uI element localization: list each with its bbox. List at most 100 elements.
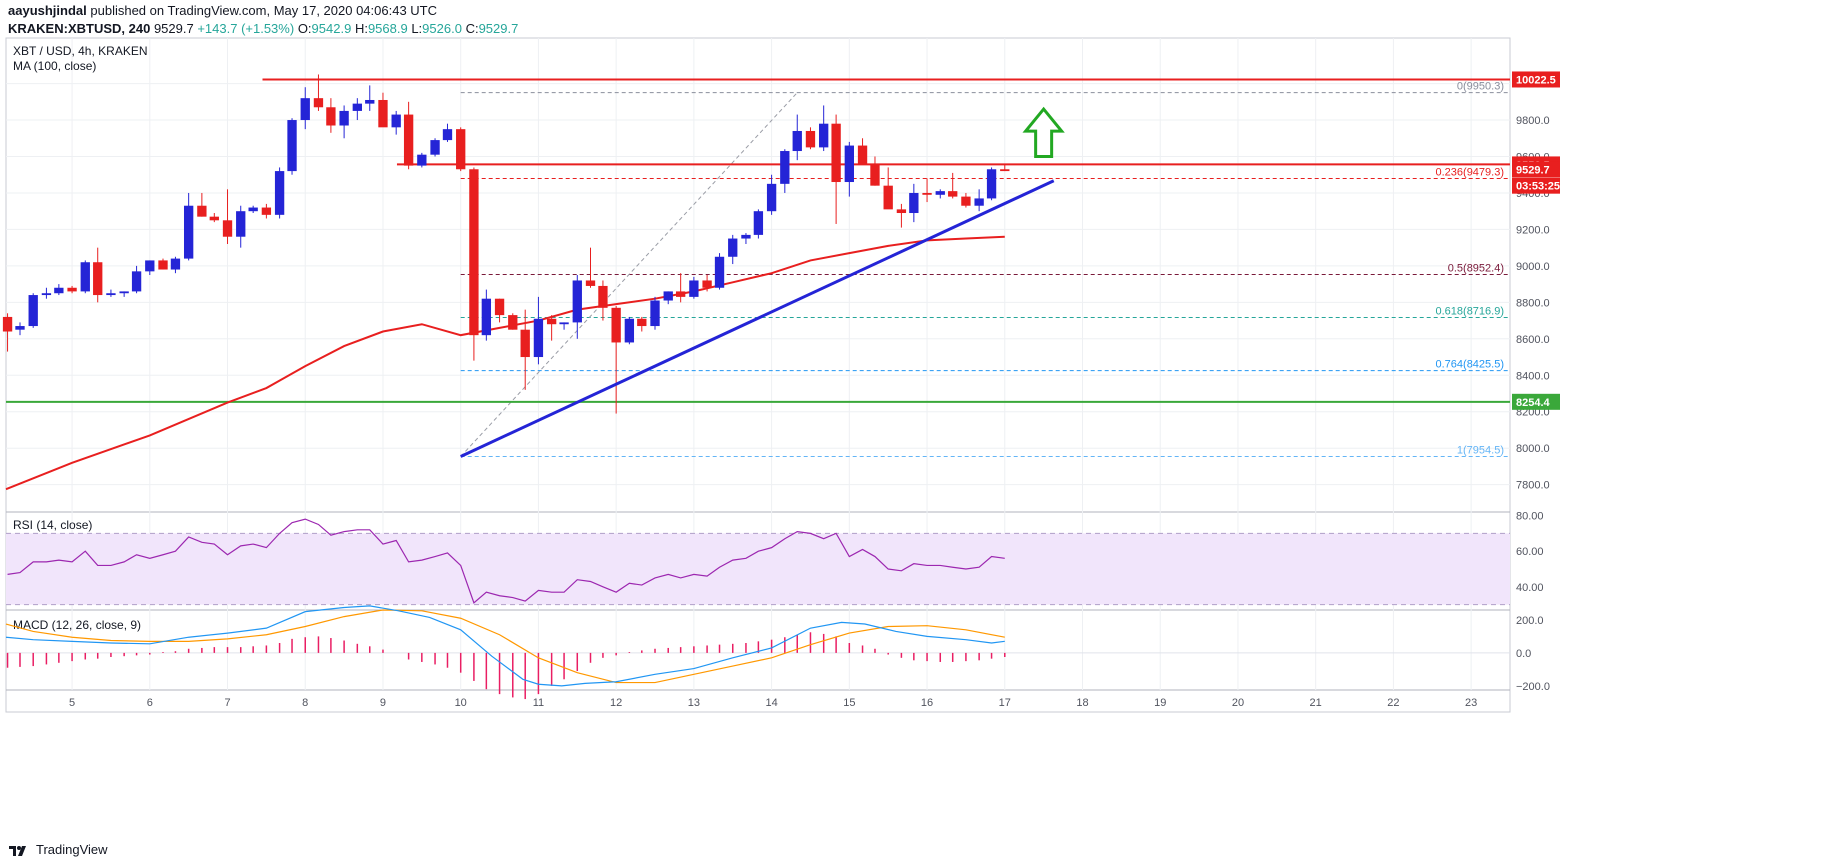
candle-body [546,318,557,325]
high-label: H: [354,21,368,36]
macd-title: MACD (12, 26, close, 9) [13,618,141,632]
candle-body [702,280,712,288]
candle-body [598,285,608,308]
macd-tick-label: 0.0 [1516,648,1531,660]
candle-body [131,271,142,292]
rsi-title: RSI (14, close) [13,518,92,532]
low-label: L: [411,21,423,36]
candle-body [909,192,919,214]
candle-body [209,216,219,221]
candle-body [844,145,854,183]
candle-body [106,293,116,296]
candle-body [780,151,790,184]
candle-body [119,291,129,294]
candle-body [572,280,582,323]
time-tick-label: 16 [921,697,933,709]
candle-body [2,316,13,332]
candle-body [469,169,479,336]
countdown-tag [1512,177,1560,194]
candle-body [41,293,52,296]
rsi-band [6,533,1510,605]
candle-body [261,207,272,215]
time-tick-label: 14 [765,697,777,709]
rsi-line [7,518,1005,604]
candle-body [753,211,764,235]
time-tick-label: 21 [1310,697,1322,709]
candle-body [611,307,621,343]
last-price-text: 9529.7 [153,21,194,36]
candle-body [80,262,90,292]
low-value: 9526.0 [422,21,462,36]
candle-body [28,295,38,327]
time-tick-label: 11 [533,697,544,709]
time-tick-label: 15 [843,697,855,709]
macd-signal-line [5,609,1005,684]
ma-indicator-label: MA (100, close) [13,59,96,73]
candle-body [689,280,699,297]
rsi-tick-label: 40.00 [1516,582,1544,594]
tradingview-footer[interactable]: TradingView [8,842,108,857]
candle-body [274,171,285,215]
chart-title: XBT / USD, 4h, KRAKEN [13,44,148,58]
candle-body [378,99,388,128]
price-tick-label: 8000.0 [1516,443,1550,455]
candle-body [922,192,932,195]
candle-body [93,262,103,296]
time-tick-label: 7 [224,697,230,709]
candle-body [663,291,673,301]
candle-body [650,300,660,327]
tradingview-brand: TradingView [36,842,108,857]
candle-body [248,207,258,212]
candle-body [365,99,375,104]
candle-body [896,209,907,214]
high-value: 9568.9 [367,21,408,36]
time-tick-label: 17 [999,697,1011,709]
candle-body [883,185,893,210]
open-value: 9542.9 [311,21,352,36]
candle-body [494,298,505,316]
symbol-ohlc: KRAKEN:XBTUSD, 240 9529.7 +143.7 (+1.53%… [8,20,518,38]
support-8254-label: 8254.4 [1516,397,1551,409]
candle-body [15,326,25,330]
last-price-label: 9529.7 [1516,164,1550,176]
candle-body [352,103,362,111]
time-tick-label: 20 [1232,697,1244,709]
resistance-10022-tag [1512,71,1560,88]
time-tick-label: 19 [1154,697,1166,709]
fib-level-label: 0.236(9479.3) [1436,167,1505,179]
time-tick-label: 18 [1076,697,1088,709]
up-arrow-icon [1022,106,1065,158]
candle-body [481,298,492,336]
publish-info: aayushjindal published on TradingView.co… [8,2,437,20]
candle-body [741,234,751,239]
candle-body [313,98,324,108]
time-tick-label: 5 [69,697,75,709]
candle-body [430,140,440,155]
candle-body [508,315,518,330]
price-tick-label: 7800.0 [1516,480,1550,492]
candle-body [442,129,453,141]
candle-body [183,205,194,259]
time-tick-label: 9 [380,697,386,709]
candle-body [236,211,246,237]
symbol-label[interactable]: KRAKEN:XBTUSD, 240 [8,21,151,36]
time-tick-label: 8 [302,697,308,709]
fib-level-label: 0.764(8425.5) [1436,359,1505,371]
candle-body [170,258,181,270]
candle-body [792,130,802,152]
macd-tick-label: −200.0 [1516,681,1550,693]
change-text: +143.7 (+1.53%) [197,21,295,36]
candle-body [805,130,816,148]
author-name[interactable]: aayushjindal [8,3,87,18]
candle-body [831,123,841,183]
candle-body [714,256,725,288]
candle-body [870,163,880,186]
candle-body [222,220,233,237]
rsi-tick-label: 80.00 [1516,511,1544,523]
fib-level-label: 0.5(8952.4) [1448,263,1504,275]
candle-body [819,123,829,148]
candle-body [766,183,777,212]
price-tick-label: 9800.0 [1516,115,1550,127]
candle-body [1000,169,1010,172]
candle-body [624,318,635,343]
